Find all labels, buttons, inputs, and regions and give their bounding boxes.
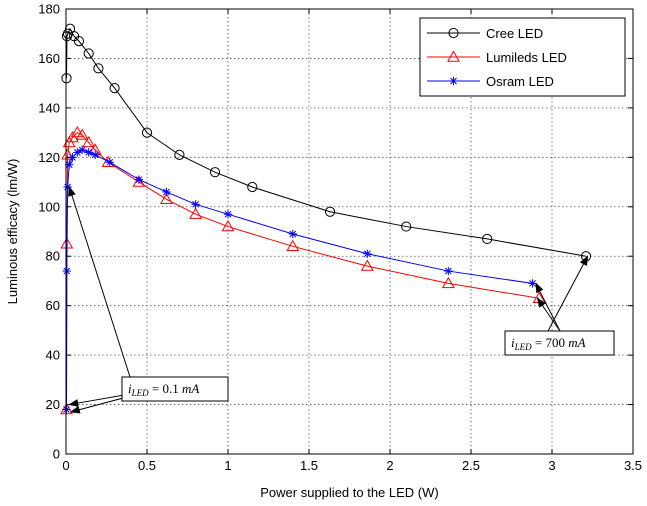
annotation-arrow xyxy=(547,255,589,332)
annotation-arrow xyxy=(68,393,131,407)
data-point xyxy=(84,148,93,157)
data-point xyxy=(90,150,100,160)
x-tick-label: 3 xyxy=(548,458,555,473)
y-tick-label: 140 xyxy=(38,100,60,115)
annotation-box xyxy=(121,376,229,402)
data-point xyxy=(441,276,455,289)
annotation-text: iLED = 700 mA xyxy=(511,335,586,352)
legend-marker xyxy=(448,27,459,39)
data-point xyxy=(189,207,203,219)
annotation-box xyxy=(504,330,615,356)
data-point xyxy=(482,233,493,245)
data-point xyxy=(360,259,374,271)
data-point xyxy=(134,175,144,184)
annotations: iLED = 0.1 mA iLED = 700 mA xyxy=(68,186,615,414)
data-point xyxy=(70,126,84,138)
data-point xyxy=(62,28,74,39)
legend-entry: Lumileds LED xyxy=(486,50,567,65)
x-tick-label: 2.5 xyxy=(462,458,480,473)
annotation-arrow xyxy=(536,297,561,332)
plot-frame xyxy=(65,8,634,455)
data-point xyxy=(286,239,300,252)
series-line xyxy=(65,131,540,410)
data-point xyxy=(221,219,235,232)
data-point xyxy=(93,63,104,74)
legend: Cree LED Lumileds LED Osram LED xyxy=(419,17,626,97)
legend-entry: Osram LED xyxy=(486,74,554,89)
data-point xyxy=(444,266,453,276)
series-layer xyxy=(60,23,592,415)
annotation-arrow xyxy=(535,282,561,332)
y-tick-label: 100 xyxy=(38,199,60,214)
annotation-0-1ma: iLED = 0.1 mA xyxy=(68,186,229,414)
y-tick-label: 160 xyxy=(38,51,60,66)
data-point xyxy=(65,160,74,169)
y-axis-label: Luminous efficacy (lm/W) xyxy=(5,159,20,305)
y-tick-label: 60 xyxy=(46,298,60,313)
legend-marker xyxy=(447,50,460,62)
data-point xyxy=(324,206,336,217)
x-tick-label: 2 xyxy=(386,458,393,473)
data-point xyxy=(247,181,258,193)
y-tick-label: 80 xyxy=(46,249,60,264)
x-tick-label: 1 xyxy=(224,458,231,473)
data-point xyxy=(78,145,87,155)
x-tick-label: 3.5 xyxy=(624,458,642,473)
y-tick-label: 120 xyxy=(38,150,60,165)
data-point xyxy=(82,135,96,148)
data-point xyxy=(105,158,114,167)
x-axis-label: Power supplied to the LED (W) xyxy=(260,485,438,500)
y-tick-label: 180 xyxy=(38,2,60,17)
data-point xyxy=(62,266,72,276)
annotation-text: iLED = 0.1 mA xyxy=(128,381,199,398)
series-line xyxy=(65,27,587,257)
annotation-arrow xyxy=(68,186,131,378)
legend-marker xyxy=(449,76,458,86)
data-point xyxy=(363,249,372,258)
x-tick-label: 0.5 xyxy=(138,458,156,473)
annotation-700ma: iLED = 700 mA xyxy=(504,255,615,356)
data-point xyxy=(528,279,537,288)
y-tick-label: 20 xyxy=(46,397,60,412)
data-point xyxy=(73,36,85,47)
data-point xyxy=(191,200,200,209)
data-point xyxy=(401,221,412,232)
data-point xyxy=(288,229,297,239)
data-point xyxy=(109,83,120,94)
ticks: 0 0.5 1 1.5 2 2.5 3 3.5 0 20 40 60 80 100 120 140 160 180 xyxy=(38,2,642,474)
legend-entry: Cree LED xyxy=(486,26,543,41)
data-point xyxy=(159,192,173,205)
y-tick-label: 40 xyxy=(46,348,60,363)
y-tick-label: 0 xyxy=(53,447,60,462)
data-point xyxy=(209,167,221,178)
data-point xyxy=(141,127,153,138)
data-point xyxy=(61,148,75,160)
data-point xyxy=(83,48,94,59)
data-point xyxy=(174,149,185,160)
series-cree-led xyxy=(61,23,592,262)
data-point xyxy=(223,209,233,219)
x-tick-label: 1.5 xyxy=(300,458,318,473)
data-point xyxy=(162,187,171,197)
x-tick-label: 0 xyxy=(62,458,69,473)
data-point xyxy=(75,128,89,140)
